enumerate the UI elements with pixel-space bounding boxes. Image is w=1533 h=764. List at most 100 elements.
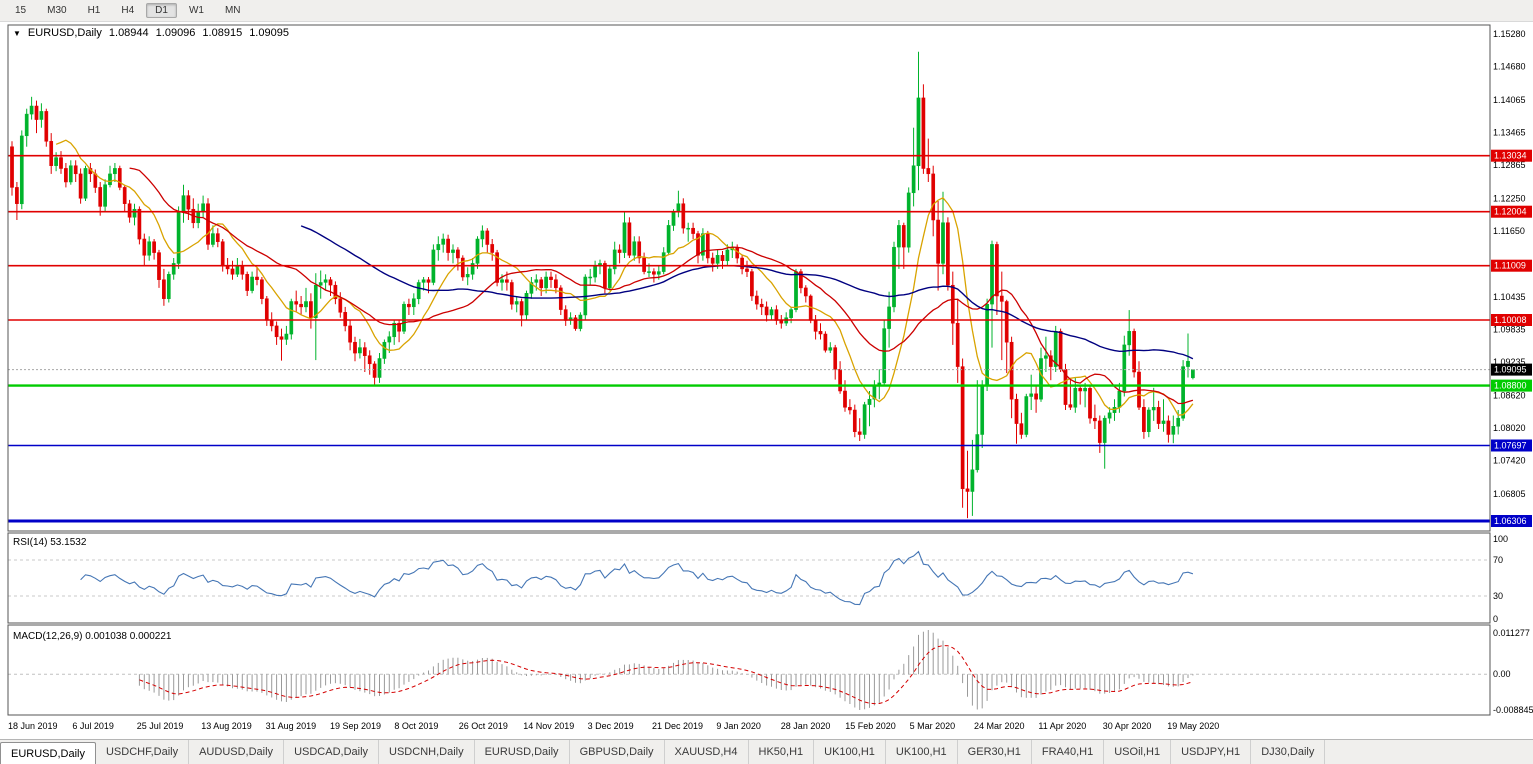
date-tick: 15 Feb 2020 (845, 721, 896, 731)
price-pane-bg[interactable] (8, 25, 1490, 531)
chart-tab-uk100-h1[interactable]: UK100,H1 (814, 740, 886, 764)
price-tick: 1.09835 (1493, 324, 1526, 334)
rsi-axis-tick: 70 (1493, 555, 1503, 565)
rsi-axis-tick: 100 (1493, 534, 1508, 544)
price-axis[interactable]: 1.15280 1.14680 1.14065 1.13465 1.12865 1.122… (1491, 29, 1532, 527)
level-price-label: 1.08800 (1494, 381, 1527, 391)
chart-tab-gbpusd-daily[interactable]: GBPUSD,Daily (570, 740, 665, 764)
date-tick: 26 Oct 2019 (459, 721, 508, 731)
chart-tab-audusd-daily[interactable]: AUDUSD,Daily (189, 740, 285, 764)
ma-25-line (129, 167, 1194, 405)
macd-histogram (138, 630, 1194, 710)
ohlc-open-value: 1.08944 (108, 27, 149, 39)
date-tick: 8 Oct 2019 (394, 721, 438, 731)
pane-border (7, 24, 1491, 532)
date-tick: 28 Jan 2020 (781, 721, 831, 731)
level-price-label-box (1491, 149, 1532, 162)
level-price-label-box (1491, 205, 1532, 218)
rsi-axis-tick: 30 (1493, 591, 1503, 601)
pane-border (7, 532, 1491, 624)
price-tick: 1.06805 (1493, 489, 1526, 499)
level-price-label: 1.07697 (1494, 441, 1527, 451)
chart-tab-xauusd-h4[interactable]: XAUUSD,H4 (665, 740, 749, 764)
level-price-label: 1.13034 (1494, 151, 1527, 161)
date-tick: 30 Apr 2020 (1103, 721, 1152, 731)
price-tick: 1.14680 (1493, 61, 1526, 71)
level-price-label-box (1491, 379, 1532, 392)
date-tick: 13 Aug 2019 (201, 721, 252, 731)
ohlc-high-value: 1.09096 (155, 27, 196, 39)
date-tick: 19 May 2020 (1167, 721, 1219, 731)
chart-tab-fra40-h1[interactable]: FRA40,H1 (1032, 740, 1105, 764)
chart-tab-usdjpy-h1[interactable]: USDJPY,H1 (1171, 740, 1252, 764)
date-tick: 6 Jul 2019 (72, 721, 114, 731)
current-price-label-box (1491, 363, 1532, 376)
timeframe-button-h1[interactable]: H1 (87, 5, 101, 16)
timeframe-button-d1[interactable]: D1 (146, 3, 177, 18)
macd-axis-max: 0.011277 (1493, 628, 1530, 638)
macd-axis-zero: 0.00 (1493, 669, 1511, 679)
rsi-pane-bg[interactable] (8, 533, 1490, 623)
price-tick: 1.12250 (1493, 193, 1526, 203)
pane-border (7, 624, 1491, 716)
date-tick: 31 Aug 2019 (266, 721, 317, 731)
date-tick: 24 Mar 2020 (974, 721, 1025, 731)
current-price-label: 1.09095 (1494, 365, 1527, 375)
date-tick: 9 Jan 2020 (716, 721, 761, 731)
level-price-label: 1.06306 (1494, 516, 1527, 526)
price-tick: 1.07420 (1493, 456, 1526, 466)
date-tick: 3 Dec 2019 (588, 721, 634, 731)
date-tick: 21 Dec 2019 (652, 721, 703, 731)
candles-group (10, 51, 1195, 519)
chart-tab-usdcad-daily[interactable]: USDCAD,Daily (284, 740, 380, 764)
date-tick: 18 Jun 2019 (8, 721, 58, 731)
chart-expander-icon[interactable]: ▼ (13, 28, 21, 38)
date-tick: 5 Mar 2020 (910, 721, 956, 731)
ma-10-line (55, 139, 1194, 416)
chart-canvas[interactable]: 1.15280 1.14680 1.14065 1.13465 1.12865 1.122… (0, 22, 1533, 740)
chart-tab-hk50-h1[interactable]: HK50,H1 (749, 740, 815, 764)
level-price-label: 1.11009 (1494, 261, 1526, 271)
timeframe-button-h4[interactable]: H4 (121, 5, 135, 16)
timeframe-toolbar: 15 M30 H1 H4 D1 W1 MN (0, 0, 1533, 22)
date-tick: 14 Nov 2019 (523, 721, 574, 731)
rsi-indicator-label: RSI(14) 53.1532 (13, 537, 87, 548)
timeframe-button-mn[interactable]: MN (224, 5, 241, 16)
chart-tab-usdcnh-daily[interactable]: USDCNH,Daily (379, 740, 475, 764)
ohlc-close-value: 1.09095 (249, 27, 289, 39)
price-tick: 1.15280 (1493, 29, 1526, 39)
chart-info-line: ▼ EURUSD,Daily 1.08944 1.09096 1.08915 1… (13, 27, 289, 39)
price-tick: 1.08020 (1493, 423, 1526, 433)
price-tick: 1.12865 (1493, 160, 1526, 170)
macd-pane-bg[interactable] (8, 625, 1490, 715)
price-tick: 1.13465 (1493, 127, 1526, 137)
date-axis[interactable]: 18 Jun 2019 6 Jul 2019 25 Jul 2019 13 Aug 2… (8, 721, 1219, 731)
price-tick: 1.11650 (1493, 226, 1525, 236)
macd-axis-min: -0.008845 (1493, 705, 1533, 715)
timeframe-button-15[interactable]: 15 (15, 5, 27, 16)
date-tick: 11 Apr 2020 (1038, 721, 1086, 731)
chart-tabs-bar: EURUSD,Daily USDCHF,Daily AUDUSD,Daily USDC… (0, 739, 1533, 764)
rsi-line (80, 550, 1194, 606)
chart-tab-usdchf-daily[interactable]: USDCHF,Daily (96, 740, 190, 764)
timeframe-button-w1[interactable]: W1 (188, 5, 204, 16)
chart-symbol-label: EURUSD,Daily (27, 27, 102, 39)
chart-tab-eurusd-daily[interactable]: EURUSD,Daily (0, 742, 96, 764)
ma-60-line (300, 225, 1194, 360)
timeframe-button-m30[interactable]: M30 (47, 5, 67, 16)
date-tick: 25 Jul 2019 (137, 721, 184, 731)
macd-signal-line (139, 644, 1194, 705)
chart-tab-dj30-daily[interactable]: DJ30,Daily (1251, 740, 1326, 764)
price-tick: 1.14065 (1493, 95, 1526, 105)
price-tick: 1.09235 (1493, 357, 1526, 367)
chart-tab-uk100-h1[interactable]: UK100,H1 (886, 740, 958, 764)
level-price-label: 1.12004 (1494, 207, 1527, 217)
chart-tab-usoil-h1[interactable]: USOil,H1 (1104, 740, 1172, 764)
chart-tab-eurusd-daily[interactable]: EURUSD,Daily (475, 740, 570, 764)
date-tick: 19 Sep 2019 (330, 721, 381, 731)
ohlc-low-value: 1.08915 (202, 27, 243, 39)
chart-tab-ger30-h1[interactable]: GER30,H1 (958, 740, 1032, 764)
price-tick: 1.10435 (1493, 292, 1526, 302)
rsi-axis-tick: 0 (1493, 614, 1498, 624)
